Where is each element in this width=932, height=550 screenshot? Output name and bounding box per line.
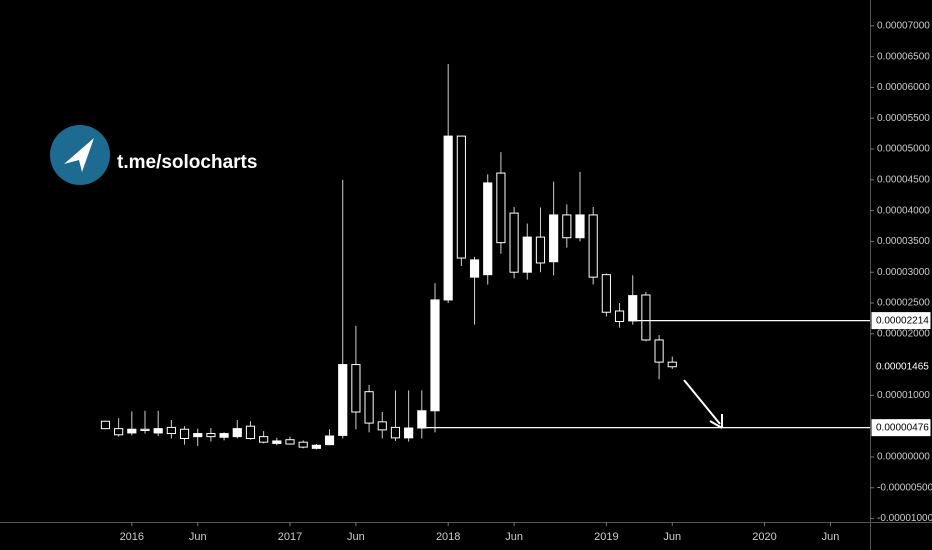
x-tick-label: Jun [347,531,365,543]
y-tick-label: 0.00007000 [877,21,930,32]
y-tick-label: 0.00004000 [877,205,930,216]
candle-body [483,182,493,276]
candle-body [575,214,585,239]
candle-body [127,428,137,434]
candle-body [667,361,677,368]
candle-body [377,421,387,431]
candle-body [496,172,506,244]
y-tick-label: -0.00001000 [877,513,932,524]
candle-body [509,212,519,273]
brand-logo [50,125,110,185]
candle-body [430,299,440,412]
x-tick-label: 2020 [752,531,776,543]
x-tick-label: 2016 [120,531,144,543]
y-tick-label: 0.00003500 [877,236,930,247]
candle-body [456,135,466,259]
candle-body [614,310,625,322]
candle-body [390,426,401,439]
y-tick-label: 0.00005500 [877,113,930,124]
y-tick-label: 0.00006000 [877,82,930,93]
x-tick-label: Jun [189,531,207,543]
candle-body [285,439,295,445]
candle-body [193,433,203,438]
candle-body [179,428,190,439]
candle-body [100,420,111,430]
candle-body [522,236,532,273]
candle-body [654,339,664,363]
arrow-shaft [683,379,721,425]
x-tick-label: Jun [822,531,840,543]
x-tick-label: 2017 [278,531,302,543]
candle-body [469,259,480,278]
candle-body [351,364,361,413]
candle-body [601,274,611,313]
candle-body [259,436,269,443]
price-label: 0.00000476 [876,422,929,433]
forecast-arrow [683,379,723,429]
candle-body [140,428,150,431]
price-label-box [871,419,931,437]
candle-body [219,433,229,438]
y-tick-label: 0.00000000 [877,452,930,463]
candle-body [588,214,598,278]
candle-body [311,444,321,449]
y-tick-label: 0.00005000 [877,144,930,155]
y-tick-label: 0.00004500 [877,174,930,185]
x-tick-label: 2018 [436,531,460,543]
candle-body [298,441,308,448]
candle-body [324,435,335,446]
arrow-head [709,414,723,429]
y-tick-label: 0.00002500 [877,298,930,309]
candle-body [232,428,242,438]
brand-text: t.me/solocharts [117,152,257,173]
candle-body [628,295,638,322]
candle-body [153,428,163,434]
candle-body [166,426,176,435]
last-price-box [871,358,931,376]
y-tick-label: 0.00006500 [877,51,930,62]
logo-arrow [64,138,94,172]
price-label: 0.00002214 [876,315,929,326]
last-price-label: 0.00001465 [876,361,929,372]
candle-body [245,425,256,439]
x-tick-label: Jun [663,531,681,543]
candle-body [417,410,427,429]
candle-body [338,364,348,436]
candle-body [206,433,216,438]
candle-body [364,391,374,424]
candle-body [562,214,572,239]
candle-body [641,294,651,341]
x-tick-label: 2019 [594,531,618,543]
candle-body [549,214,559,263]
candle-body [535,236,546,264]
y-tick-label: 0.00003000 [877,267,930,278]
candle-body [272,440,282,444]
candle-body [114,428,124,436]
candle-body [443,135,453,301]
candle-body [404,427,414,439]
price-label-box [871,312,931,330]
x-tick-label: Jun [505,531,523,543]
y-tick-label: 0.00002000 [877,328,930,339]
y-tick-label: -0.00000500 [877,482,932,493]
y-tick-label: 0.00001000 [877,390,930,401]
